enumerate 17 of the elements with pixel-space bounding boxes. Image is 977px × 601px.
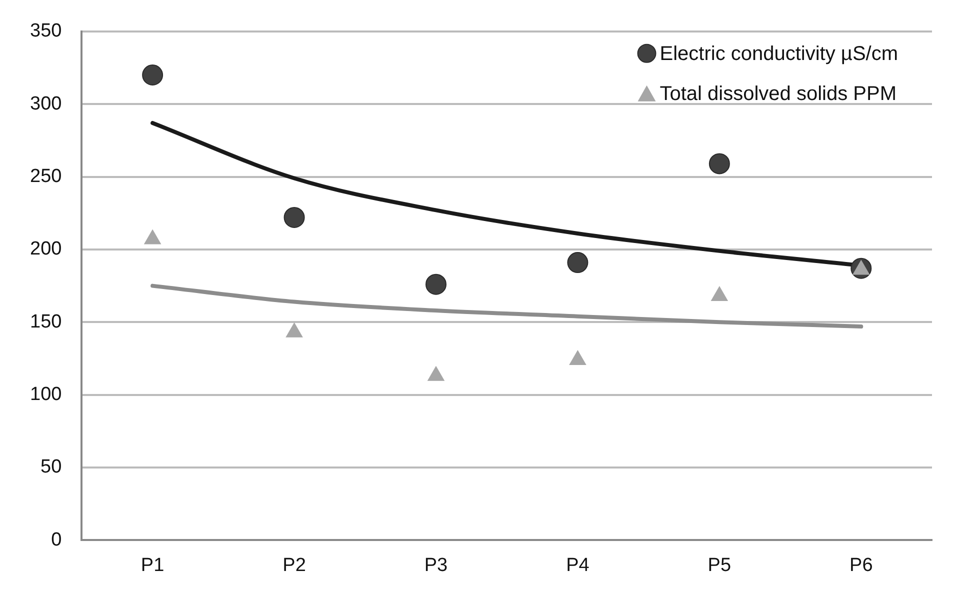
y-tick-label: 150 xyxy=(30,311,62,332)
y-tick-label: 100 xyxy=(30,384,62,406)
y-tick-label: 300 xyxy=(30,93,62,114)
x-tick-label: P5 xyxy=(708,554,732,576)
x-tick-label: P4 xyxy=(566,554,590,576)
y-tick-label: 50 xyxy=(40,456,62,478)
legend-label: Total dissolved solids PPM xyxy=(660,82,897,105)
x-tick-label: P3 xyxy=(424,554,448,576)
y-tick-label: 350 xyxy=(30,20,62,42)
legend-label: Electric conductivity µS/cm xyxy=(660,42,898,65)
y-tick-label: 250 xyxy=(30,166,62,188)
x-tick-label: P1 xyxy=(140,554,164,576)
line-series xyxy=(150,284,864,329)
x-tick-label: P2 xyxy=(282,554,306,576)
x-tick-label: P6 xyxy=(850,554,873,576)
y-tick-label: 0 xyxy=(51,529,62,550)
y-tick-label: 200 xyxy=(30,238,62,260)
